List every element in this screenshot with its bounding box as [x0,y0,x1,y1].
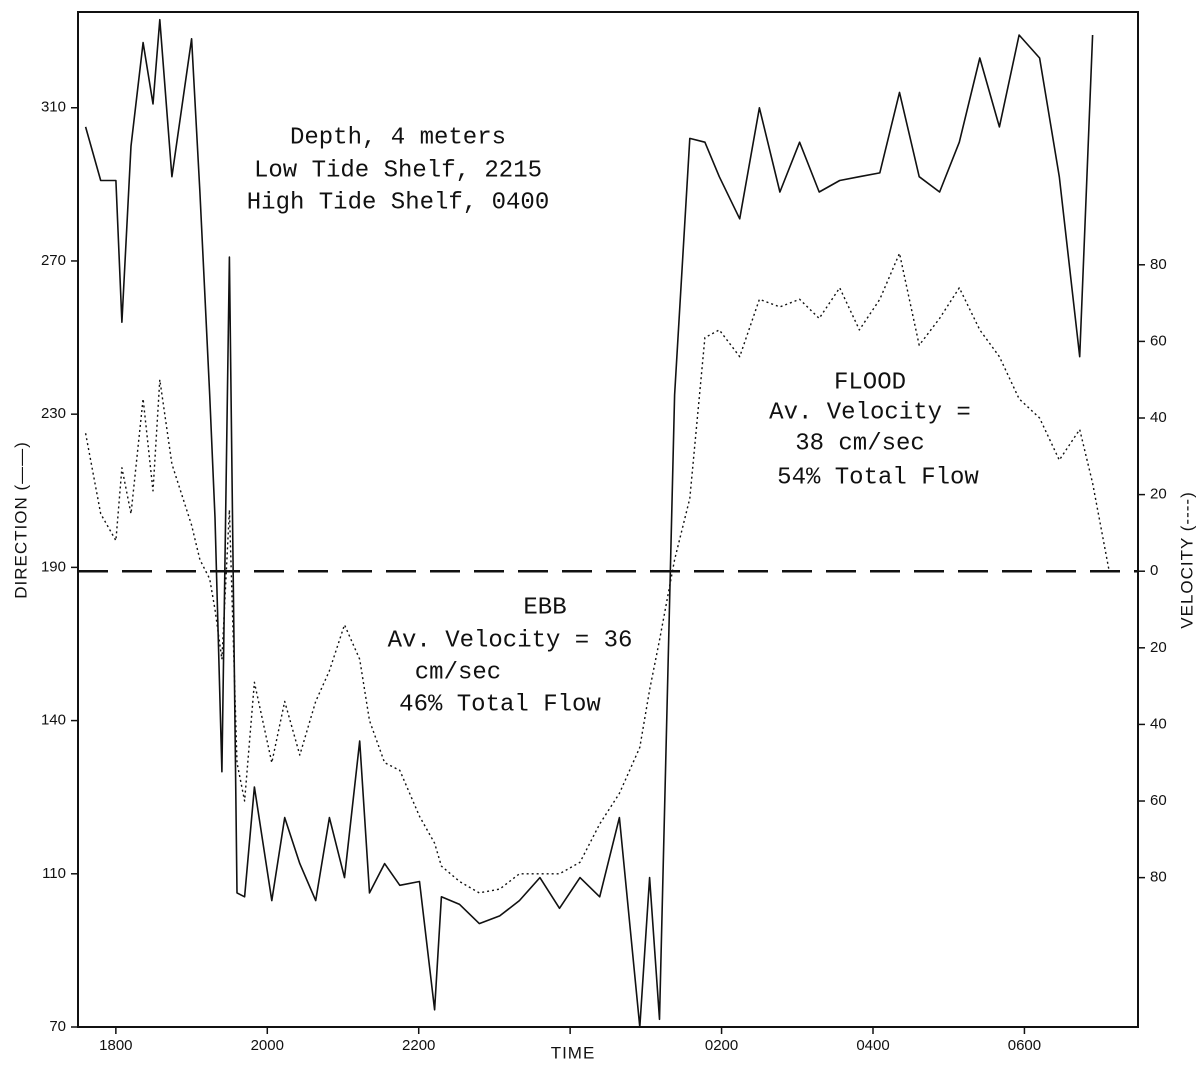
annotation: Av. Velocity = 36 [388,627,633,654]
y-tick-label: 70 [49,1018,66,1035]
y-tick-label: 310 [41,99,66,116]
series-line [84,252,1110,894]
y-tick-label: 140 [41,712,66,729]
annotation: Low Tide Shelf, 2215 [254,157,542,184]
annotation: EBB [523,594,566,621]
y2-tick-label: 0 [1150,562,1158,579]
y-tick-label: 230 [41,405,66,422]
x-tick-label: 1800 [99,1037,132,1054]
y2-tick-label: 40 [1150,715,1167,732]
annotation: 38 cm/sec [795,430,925,457]
annotation: 54% Total Flow [777,464,979,491]
y2-tick-label: 80 [1150,256,1167,273]
y-tick-label: 190 [41,558,66,575]
x-axis-title: TIME [551,1043,596,1062]
y2-tick-label: 80 [1150,869,1167,886]
y2-tick-label: 20 [1150,486,1167,503]
annotation: FLOOD [834,369,906,396]
annotation: Av. Velocity = [769,399,971,426]
series-line [84,18,1094,1028]
y2-axis-title: VELOCITY (----) [1177,491,1196,628]
plot-frame [77,11,1139,1028]
annotation: cm/sec [415,659,501,686]
x-tick-label: 0600 [1008,1037,1041,1054]
y2-tick-label: 20 [1150,639,1167,656]
y-tick-label: 110 [42,865,66,882]
x-tick-label: 0400 [856,1037,889,1054]
x-tick-label: 2000 [251,1037,284,1054]
y-tick-label: 270 [41,252,66,269]
annotation: 46% Total Flow [399,691,601,718]
annotation: High Tide Shelf, 0400 [247,189,549,216]
y2-tick-label: 40 [1150,409,1167,426]
y-axis-title: DIRECTION (——) [11,441,30,599]
y2-tick-label: 60 [1150,332,1167,349]
annotation: Depth, 4 meters [290,124,506,151]
x-tick-label: 0200 [705,1037,738,1054]
y2-tick-label: 60 [1150,792,1167,809]
x-tick-label: 2200 [402,1037,435,1054]
